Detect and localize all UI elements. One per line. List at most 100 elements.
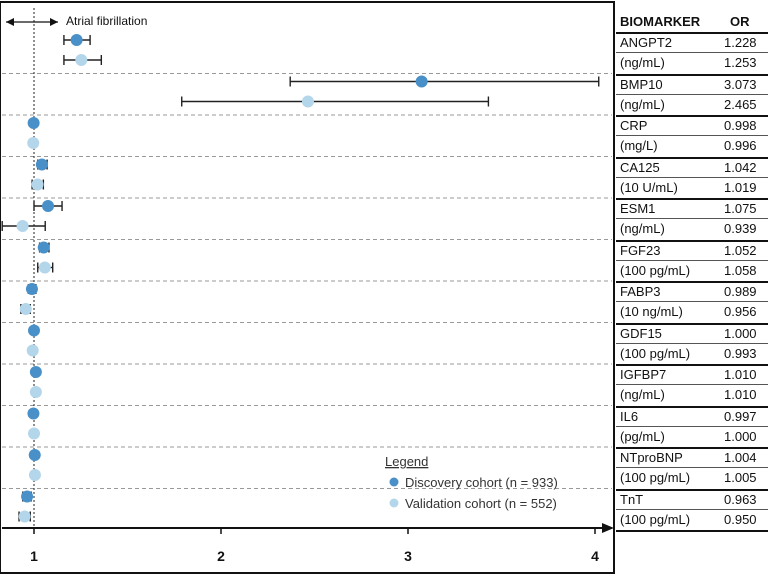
row-mid-border — [616, 52, 768, 53]
forest-marks — [1, 34, 600, 523]
biomarker-unit: (ng/mL) — [620, 96, 665, 112]
row-mid-border — [616, 259, 768, 261]
row-mid-border — [616, 384, 768, 385]
table-row: FABP3 0.989 (10 ng/mL) 0.956 — [616, 281, 768, 322]
validation-or: 0.956 — [724, 304, 757, 319]
direction-arrow — [6, 18, 58, 26]
legend-title: Legend — [385, 454, 428, 469]
biomarker-unit: (ng/mL) — [620, 221, 665, 236]
discovery-or: 1.010 — [724, 367, 757, 382]
validation-or: 0.993 — [724, 345, 757, 361]
direction-label: Atrial fibrillation — [66, 14, 147, 28]
biomarker-unit: (100 pg/mL) — [620, 511, 691, 527]
table-row: CA125 1.042 (10 U/mL) 1.019 — [616, 156, 768, 198]
discovery-point — [28, 324, 40, 337]
biomarker-name: CA125 — [620, 159, 660, 175]
discovery-point — [27, 407, 40, 420]
biomarker-name: IL6 — [620, 408, 639, 424]
row-top-border — [616, 156, 768, 159]
row-mid-border — [616, 425, 768, 427]
discovery-point — [35, 158, 48, 171]
validation-or: 1.000 — [724, 428, 757, 444]
validation-point — [38, 261, 51, 274]
discovery-point — [25, 283, 38, 295]
row-top-border — [616, 447, 768, 449]
validation-or: 1.019 — [724, 179, 757, 195]
row-mid-border — [616, 93, 768, 95]
biomarker-name: ESM1 — [620, 201, 656, 216]
table-row: NTproBNP 1.004 (100 pg/mL) 1.005 — [616, 447, 768, 488]
row-mid-border — [616, 176, 768, 178]
biomarker-name: TnT — [620, 491, 644, 507]
discovery-or: 1.228 — [724, 35, 757, 50]
table-row: TnT 0.963 (100 pg/mL) 0.950 — [616, 488, 768, 530]
biomarker-name: IGFBP7 — [620, 367, 667, 382]
discovery-point — [28, 449, 41, 461]
biomarker-name: NTproBNP — [620, 450, 683, 465]
validation-or: 0.996 — [724, 138, 757, 153]
row-top-border — [616, 32, 768, 34]
x-axis-arrowhead — [602, 523, 614, 533]
table-row: IL6 0.997 (pg/mL) 1.000 — [616, 405, 768, 447]
validation-point — [16, 220, 29, 232]
biomarker-unit: (mg/L) — [620, 138, 658, 153]
discovery-or: 0.997 — [724, 408, 757, 424]
discovery-or: 1.052 — [724, 242, 757, 258]
discovery-or: 3.073 — [724, 76, 757, 92]
discovery-point — [42, 200, 55, 212]
validation-point — [27, 137, 40, 149]
row-mid-border — [616, 218, 768, 219]
biomarker-name: CRP — [620, 118, 648, 133]
table-row: ESM1 1.075 (ng/mL) 0.939 — [616, 198, 768, 239]
row-mid-border — [616, 467, 768, 468]
biomarker-name: BMP10 — [620, 76, 663, 92]
validation-or: 1.005 — [724, 470, 757, 485]
table-bottom-border — [616, 530, 768, 532]
table-row: ANGPT2 1.228 (ng/mL) 1.253 — [616, 32, 768, 73]
x-tick-label: 2 — [217, 548, 225, 564]
table-row: CRP 0.998 (mg/L) 0.996 — [616, 115, 768, 156]
legend: Legend Discovery cohort (n = 933) Valida… — [385, 454, 558, 511]
header-or: OR — [730, 14, 750, 29]
validation-or: 0.950 — [724, 511, 757, 527]
legend-validation-label: Validation cohort (n = 552) — [405, 496, 557, 511]
row-top-border — [616, 364, 768, 366]
validation-point — [28, 469, 41, 481]
row-top-border — [616, 198, 768, 200]
row-top-border — [616, 73, 768, 76]
validation-point — [31, 178, 44, 191]
biomarker-name: FGF23 — [620, 242, 661, 258]
validation-or: 1.010 — [724, 387, 757, 402]
biomarker-unit: (10 U/mL) — [620, 179, 678, 195]
table-row: BMP10 3.073 (ng/mL) 2.465 — [616, 73, 768, 115]
validation-point — [29, 386, 42, 398]
biomarker-unit: (ng/mL) — [620, 387, 665, 402]
discovery-or: 0.989 — [724, 284, 757, 299]
row-mid-border — [616, 135, 768, 136]
discovery-or: 1.004 — [724, 450, 757, 465]
row-top-border — [616, 239, 768, 242]
legend-validation-marker — [389, 498, 399, 508]
table-header: BIOMARKER OR — [616, 12, 768, 32]
discovery-or: 0.963 — [724, 491, 757, 507]
validation-or: 2.465 — [724, 96, 757, 112]
table-row: FGF23 1.052 (100 pg/mL) 1.058 — [616, 239, 768, 281]
table-row: IGFBP7 1.010 (ng/mL) 1.010 — [616, 364, 768, 405]
biomarker-name: FABP3 — [620, 284, 661, 299]
row-top-border — [616, 322, 768, 325]
biomarker-unit: (100 pg/mL) — [620, 262, 691, 278]
x-tick-label: 3 — [404, 548, 412, 564]
discovery-point — [21, 490, 34, 503]
row-mid-border — [616, 301, 768, 302]
row-mid-border — [616, 508, 768, 510]
discovery-or: 1.075 — [724, 201, 757, 216]
biomarker-unit: (ng/mL) — [620, 55, 665, 70]
forest-plot: Atrial fibrillation 1 2 3 4 Legend Discover… — [0, 1, 615, 574]
validation-point — [19, 303, 32, 315]
discovery-point — [27, 117, 40, 129]
biomarker-unit: (pg/mL) — [620, 428, 665, 444]
validation-point — [301, 95, 314, 108]
row-top-border — [616, 281, 768, 283]
biomarker-name: ANGPT2 — [620, 35, 673, 50]
table-row: GDF15 1.000 (100 pg/mL) 0.993 — [616, 322, 768, 364]
